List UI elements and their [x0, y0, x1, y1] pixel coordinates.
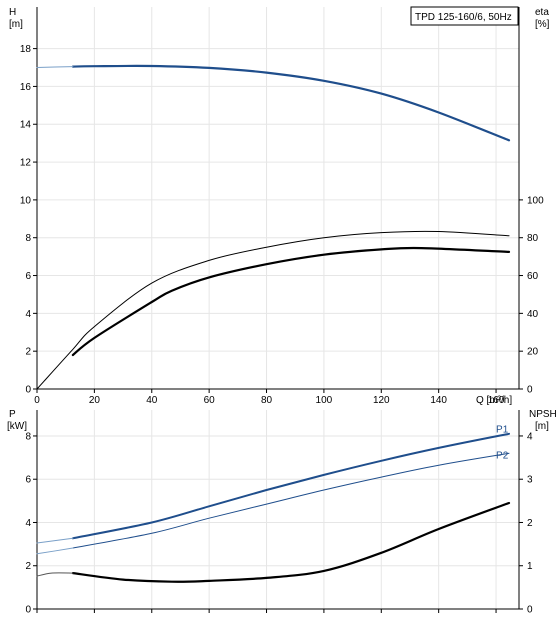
x-tick-label: 80 — [261, 395, 273, 406]
left-tick-label: 0 — [25, 385, 31, 396]
left-tick-label: 4 — [25, 518, 31, 529]
x-tick-label: 20 — [89, 395, 101, 406]
bottom-tick-labels: 0 2 4 6 8 0 1 2 3 4 — [25, 431, 533, 615]
left-tick-label: 4 — [25, 309, 31, 320]
right-tick-label: 100 — [527, 195, 544, 206]
right-tick-label: 60 — [527, 271, 539, 282]
series-label-p2: P2 — [496, 451, 509, 462]
power-axis-unit: [kW] — [7, 421, 27, 432]
x-tick-label: 120 — [373, 395, 390, 406]
x-tick-label: 100 — [316, 395, 333, 406]
efficiency-axis-unit: [%] — [535, 19, 550, 30]
right-tick-label: 2 — [527, 518, 533, 529]
series-line-p1 — [71, 432, 510, 540]
top-axes — [33, 7, 523, 393]
efficiency-axis-title: eta — [535, 7, 549, 18]
left-tick-label: 2 — [25, 561, 31, 572]
left-tick-label: 16 — [20, 82, 32, 93]
left-tick-label: 10 — [20, 195, 32, 206]
series-line-bot-4 — [71, 501, 511, 583]
right-tick-label: 80 — [527, 233, 539, 244]
x-tick-label: 40 — [146, 395, 158, 406]
right-tick-label: 1 — [527, 561, 533, 572]
left-tick-label: 12 — [20, 158, 32, 169]
series-line-bot-3 — [36, 547, 74, 555]
left-tick-label: 2 — [25, 347, 31, 358]
top-grid — [37, 7, 519, 389]
left-tick-label: 8 — [25, 233, 31, 244]
left-tick-label: 6 — [25, 271, 31, 282]
npsh-axis-title: NPSH — [529, 409, 557, 420]
bottom-grid — [37, 410, 519, 609]
npsh-axis-unit: [m] — [535, 421, 549, 432]
series-line-top-0 — [71, 64, 511, 142]
left-tick-label: 14 — [20, 120, 32, 131]
series-label-p1: P1 — [496, 425, 509, 436]
chart-title-box — [410, 6, 519, 26]
series-line-top-2 — [36, 230, 510, 390]
right-tick-label: 0 — [527, 605, 533, 616]
series-line-p2 — [72, 452, 510, 549]
x-tick-label: 140 — [430, 395, 447, 406]
bottom-axes — [33, 410, 523, 613]
left-tick-label: 8 — [25, 431, 31, 442]
bottom-series: P1 P2 — [36, 425, 511, 583]
left-tick-label: 0 — [25, 605, 31, 616]
series-line-top-3 — [71, 246, 511, 357]
right-tick-label: 40 — [527, 309, 539, 320]
x-tick-label: 60 — [204, 395, 216, 406]
top-series — [36, 64, 511, 390]
head-efficiency-panel: 0 2 4 6 8 10 12 14 16 18 0 20 40 60 80 100 0 20 40 60 80 100 1… — [9, 6, 550, 406]
left-tick-label: 18 — [20, 44, 32, 55]
series-line-bot-5 — [36, 572, 74, 577]
right-tick-label: 3 — [527, 475, 533, 486]
top-tick-labels: 0 2 4 6 8 10 12 14 16 18 0 20 40 60 80 100 0 20 40 60 80 100 1… — [20, 44, 544, 406]
left-tick-label: 6 — [25, 475, 31, 486]
right-tick-label: 4 — [527, 431, 533, 442]
series-line-top-1 — [36, 66, 74, 68]
power-npsh-panel: 0 2 4 6 8 0 1 2 3 4 P1 P2 P [kW] NPSH [m] — [7, 409, 557, 616]
flow-axis-title: Q [m³/h] — [476, 395, 512, 406]
head-axis-unit: [m] — [9, 19, 23, 30]
x-tick-label: 160 — [488, 395, 505, 406]
head-axis-title: H — [9, 7, 16, 18]
chart-title: TPD 125-160/6, 50Hz — [415, 12, 512, 23]
power-axis-title: P — [9, 409, 16, 420]
x-tick-label: 0 — [34, 395, 40, 406]
right-tick-label: 0 — [527, 385, 533, 396]
series-line-bot-2 — [36, 537, 74, 544]
right-tick-label: 20 — [527, 347, 539, 358]
